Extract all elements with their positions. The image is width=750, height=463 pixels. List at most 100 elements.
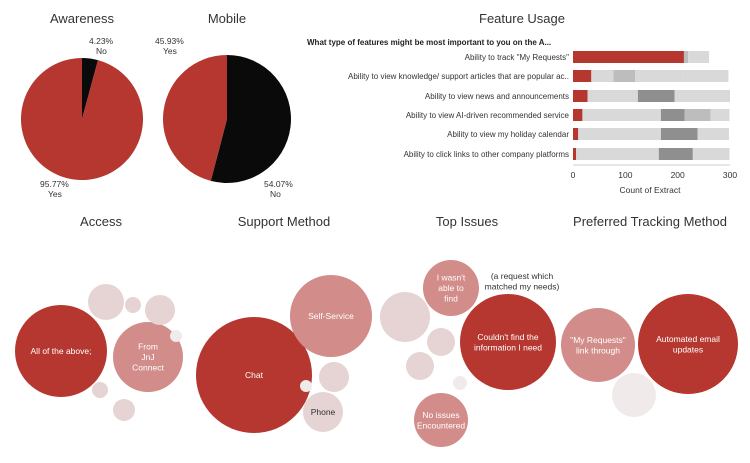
feature-bar-segment xyxy=(682,70,729,82)
bubble xyxy=(196,317,312,433)
feature-bar-segment xyxy=(688,51,710,63)
feature-bar-segment xyxy=(573,148,577,160)
feature-bar-segment xyxy=(684,109,711,121)
mobile-no-value: 54.07% xyxy=(264,179,293,189)
bubble xyxy=(125,297,141,313)
awareness-yes-value: 95.77% xyxy=(40,179,69,189)
bubble-label: Self-Service xyxy=(308,311,354,321)
bubble xyxy=(145,295,175,325)
feature-category-label: Ability to view news and announcements xyxy=(425,92,569,101)
feature-x-axis-label: Count of Extract xyxy=(620,185,682,195)
bubble-label: Automated email updates xyxy=(656,334,720,355)
top-issues-bubbles: Couldn't find the information I need I was… xyxy=(380,260,559,447)
feature-category-label: Ability to view my holiday calendar xyxy=(447,130,569,139)
pie-slice-yes xyxy=(20,58,144,180)
pie-slice-no xyxy=(210,55,292,183)
feature-bar-segment xyxy=(658,148,693,160)
feature-bar-segment xyxy=(635,70,683,82)
feature-bar-segment xyxy=(697,128,729,140)
awareness-no-value: 4.23% xyxy=(89,36,114,46)
feature-x-tick: 0 xyxy=(571,170,576,180)
feature-bar-segment xyxy=(573,51,684,63)
feature-category-label: Ability to track "My Requests" xyxy=(465,53,570,62)
top-issues-title: Top Issues xyxy=(436,214,499,229)
feature-bar-segment xyxy=(582,109,661,121)
feature-x-ticks: 0 100 200 300 xyxy=(571,170,738,180)
bubble xyxy=(15,305,107,397)
feature-bar-segment xyxy=(660,109,685,121)
access-bubbles: All of the above; From JnJ Connect xyxy=(15,284,183,421)
feature-category-label: Ability to view knowledge/ support artic… xyxy=(348,72,569,81)
mobile-pie xyxy=(163,55,292,183)
bubble-label: I wasn't able to find xyxy=(437,273,466,304)
bubble xyxy=(92,382,108,398)
feature-usage-title: Feature Usage xyxy=(479,11,565,26)
bubble xyxy=(88,284,124,320)
feature-bar-segment xyxy=(587,90,638,102)
bubble xyxy=(113,399,135,421)
support-method-bubbles: Chat Self-Service Phone xyxy=(196,275,372,433)
awareness-yes-label: Yes xyxy=(48,189,62,199)
feature-x-tick: 300 xyxy=(723,170,737,180)
preferred-tracking-method-bubbles: Automated email updates "My Requests" link … xyxy=(561,294,738,417)
bubble xyxy=(612,373,656,417)
bubble xyxy=(170,330,182,342)
bubble xyxy=(453,376,467,390)
bubble xyxy=(460,294,556,390)
feature-row-header: What type of features might be most impo… xyxy=(307,38,551,47)
pie-slice-no xyxy=(82,58,99,119)
mobile-yes-label: Yes xyxy=(163,46,177,56)
awareness-title: Awareness xyxy=(50,11,115,26)
feature-bar-segment xyxy=(573,109,583,121)
bubble xyxy=(113,322,183,392)
bubble xyxy=(406,352,434,380)
bubble xyxy=(290,275,372,357)
bubble-label: All of the above; xyxy=(31,346,92,356)
feature-bar-segment xyxy=(692,148,730,160)
bubble-label: From JnJ Connect xyxy=(132,342,164,373)
mobile-title: Mobile xyxy=(208,11,246,26)
bubble-charts: All of the above; From JnJ Connect Chat Self-… xyxy=(15,260,738,447)
preferred-tracking-title: Preferred Tracking Method xyxy=(573,214,727,229)
bubble-label: Phone xyxy=(311,407,336,417)
feature-bar-segment xyxy=(710,109,730,121)
feature-category-label: Ability to click links to other company … xyxy=(404,150,569,159)
bubble xyxy=(319,362,349,392)
feature-bar-segment xyxy=(573,90,588,102)
bubble xyxy=(561,308,635,382)
feature-bar-segment xyxy=(573,128,579,140)
feature-bar-segment xyxy=(683,51,689,63)
support-method-title: Support Method xyxy=(238,214,331,229)
mobile-yes-value: 45.93% xyxy=(155,36,184,46)
feature-bar-segment xyxy=(576,148,659,160)
feature-bar-segment xyxy=(660,128,698,140)
awareness-no-label: No xyxy=(96,46,107,56)
access-title: Access xyxy=(80,214,122,229)
feature-bar-segment xyxy=(578,128,661,140)
bubble xyxy=(303,392,343,432)
feature-bar-segment xyxy=(613,70,636,82)
feature-bar-segment xyxy=(591,70,614,82)
bubble-label: Chat xyxy=(245,370,264,380)
awareness-pie xyxy=(20,58,144,180)
bubble xyxy=(638,294,738,394)
bubble-label: "My Requests" link through xyxy=(570,335,626,356)
bubble xyxy=(414,393,468,447)
bubble xyxy=(427,328,455,356)
mobile-no-label: No xyxy=(270,189,281,199)
feature-category-label: Ability to view AI-driven recommended se… xyxy=(406,111,570,120)
feature-bar-segment xyxy=(573,70,592,82)
pie-slice-yes xyxy=(163,55,227,181)
feature-bar-segment xyxy=(674,90,730,102)
bubble-label: Couldn't find the information I need xyxy=(474,332,542,353)
feature-bars xyxy=(573,51,730,160)
bubble xyxy=(380,292,430,342)
feature-category-labels: Ability to track "My Requests" Ability to… xyxy=(348,53,570,159)
feature-bar-segment xyxy=(637,90,675,102)
feature-x-tick: 200 xyxy=(671,170,685,180)
bubble xyxy=(300,380,312,392)
feature-x-tick: 100 xyxy=(618,170,632,180)
bubble-label: (a request which matched my needs) xyxy=(485,271,560,292)
bubble-label: No issues Encountered xyxy=(417,410,465,431)
